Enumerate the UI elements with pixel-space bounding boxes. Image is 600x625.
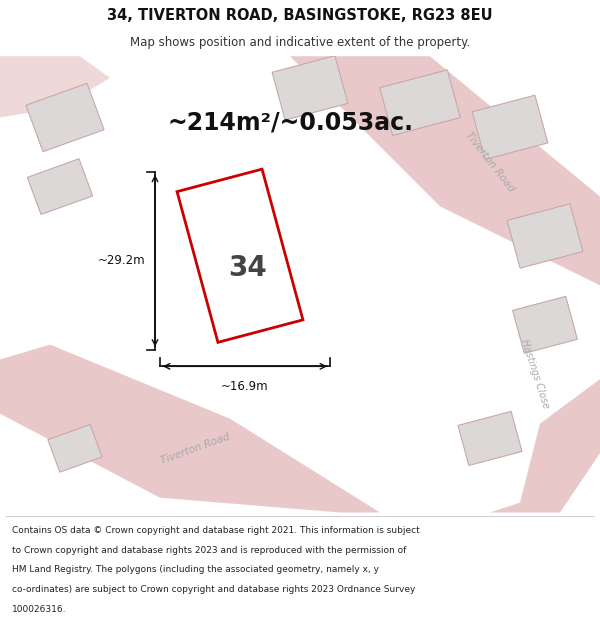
Polygon shape [28, 159, 92, 214]
Text: to Crown copyright and database rights 2023 and is reproduced with the permissio: to Crown copyright and database rights 2… [12, 546, 406, 555]
Polygon shape [290, 56, 600, 286]
Polygon shape [507, 204, 583, 268]
Polygon shape [272, 56, 348, 120]
Text: ~16.9m: ~16.9m [221, 380, 269, 393]
Text: ~29.2m: ~29.2m [97, 254, 145, 267]
Text: Tiverton Road: Tiverton Road [464, 130, 517, 194]
Polygon shape [177, 169, 303, 342]
Text: HM Land Registry. The polygons (including the associated geometry, namely x, y: HM Land Registry. The polygons (includin… [12, 566, 379, 574]
Polygon shape [0, 344, 380, 512]
Text: Hastings Close: Hastings Close [519, 338, 551, 410]
Text: co-ordinates) are subject to Crown copyright and database rights 2023 Ordnance S: co-ordinates) are subject to Crown copyr… [12, 585, 415, 594]
Text: ~214m²/~0.053ac.: ~214m²/~0.053ac. [167, 111, 413, 134]
Text: 34, TIVERTON ROAD, BASINGSTOKE, RG23 8EU: 34, TIVERTON ROAD, BASINGSTOKE, RG23 8EU [107, 8, 493, 23]
Polygon shape [48, 424, 102, 472]
Polygon shape [472, 95, 548, 159]
Polygon shape [490, 379, 600, 512]
Polygon shape [512, 296, 577, 353]
Polygon shape [0, 56, 110, 138]
Text: Tiverton Road: Tiverton Road [159, 431, 231, 466]
Text: Contains OS data © Crown copyright and database right 2021. This information is : Contains OS data © Crown copyright and d… [12, 526, 420, 535]
Polygon shape [380, 70, 460, 136]
Polygon shape [458, 411, 522, 466]
Text: 34: 34 [229, 254, 268, 282]
Text: 100026316.: 100026316. [12, 605, 67, 614]
Text: Map shows position and indicative extent of the property.: Map shows position and indicative extent… [130, 36, 470, 49]
Polygon shape [26, 83, 104, 152]
